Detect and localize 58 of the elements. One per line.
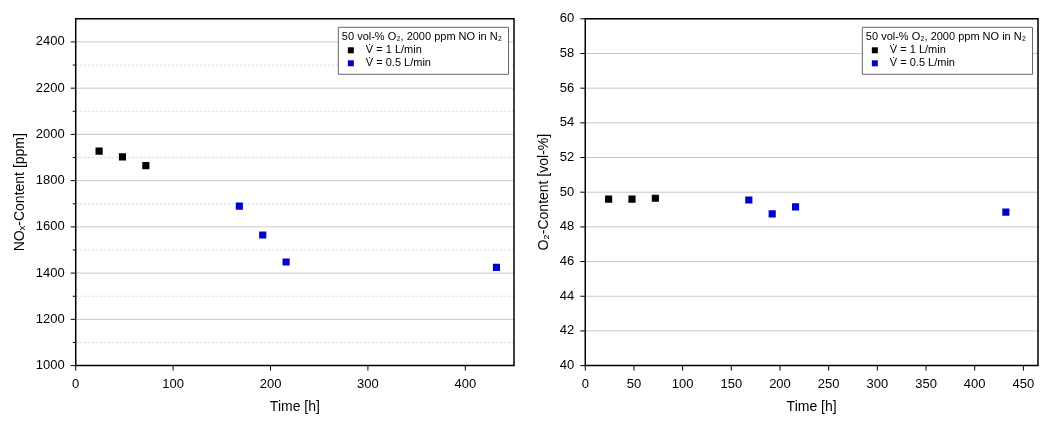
legend-label: V̇ = 1 L/min xyxy=(889,43,946,56)
y-tick-label: 1800 xyxy=(35,172,65,188)
y-tick-label: 42 xyxy=(559,322,575,338)
x-tick-label: 0 xyxy=(72,375,80,391)
y-tick-label: 1000 xyxy=(35,357,65,373)
point xyxy=(492,263,501,271)
y-tick-label: 1400 xyxy=(35,264,65,280)
point xyxy=(235,202,243,210)
point xyxy=(791,203,800,211)
y-tick-label: 2400 xyxy=(35,33,65,49)
point xyxy=(628,195,636,203)
point xyxy=(768,210,776,218)
y-axis-title: NOₓ-Content [ppm] xyxy=(11,133,28,252)
x-tick-label: 0 xyxy=(581,375,589,391)
point xyxy=(118,153,127,161)
y-tick-label: 54 xyxy=(559,114,575,130)
y-tick-label: 2000 xyxy=(35,125,65,141)
x-axis-title: Time [h] xyxy=(269,398,320,415)
y-tick-label: 50 xyxy=(559,183,575,199)
y-axis-title: O₂-Content [vol-%] xyxy=(535,133,552,251)
point xyxy=(95,147,103,155)
x-tick-label: 200 xyxy=(769,375,791,391)
x-axis-title: Time [h] xyxy=(786,398,837,415)
y-tick-label: 58 xyxy=(559,45,575,61)
x-tick-label: 350 xyxy=(915,375,937,391)
x-tick-label: 100 xyxy=(162,375,184,391)
legend-label: V̇ = 0.5 L/min xyxy=(365,56,431,69)
x-tick-label: 400 xyxy=(963,375,986,391)
y-tick-label: 48 xyxy=(559,218,575,234)
legend-title: 50 vol-% O₂, 2000 ppm NO in N₂ xyxy=(341,30,503,43)
y-tick-label: 46 xyxy=(559,253,575,269)
x-tick-label: 50 xyxy=(626,375,642,391)
point xyxy=(142,162,150,170)
x-tick-label: 300 xyxy=(357,375,379,391)
y-tick-label: 2200 xyxy=(35,79,65,95)
y-tick-label: 40 xyxy=(559,357,575,373)
y-tick-label: 60 xyxy=(559,10,575,26)
x-tick-label: 150 xyxy=(720,375,743,391)
point xyxy=(259,231,267,239)
y-tick-label: 1600 xyxy=(35,218,65,234)
y-tick-label: 56 xyxy=(559,79,575,95)
x-tick-label: 300 xyxy=(866,375,889,391)
x-tick-label: 100 xyxy=(671,375,694,391)
point xyxy=(282,258,290,266)
x-tick-label: 400 xyxy=(454,375,477,391)
x-tick-label: 200 xyxy=(259,375,282,391)
legend-title: 50 vol-% O₂, 2000 ppm NO in N₂ xyxy=(865,30,1027,43)
x-tick-label: 450 xyxy=(1012,375,1035,391)
point xyxy=(745,196,753,204)
x-tick-label: 250 xyxy=(817,375,840,391)
y-tick-label: 52 xyxy=(559,149,575,165)
legend-label: V̇ = 1 L/min xyxy=(365,43,422,56)
point xyxy=(651,194,659,202)
y-tick-label: 1200 xyxy=(35,310,65,326)
point xyxy=(1002,208,1010,216)
legend-label: V̇ = 0.5 L/min xyxy=(889,56,955,69)
y-tick-label: 44 xyxy=(559,287,575,303)
point xyxy=(605,195,613,203)
